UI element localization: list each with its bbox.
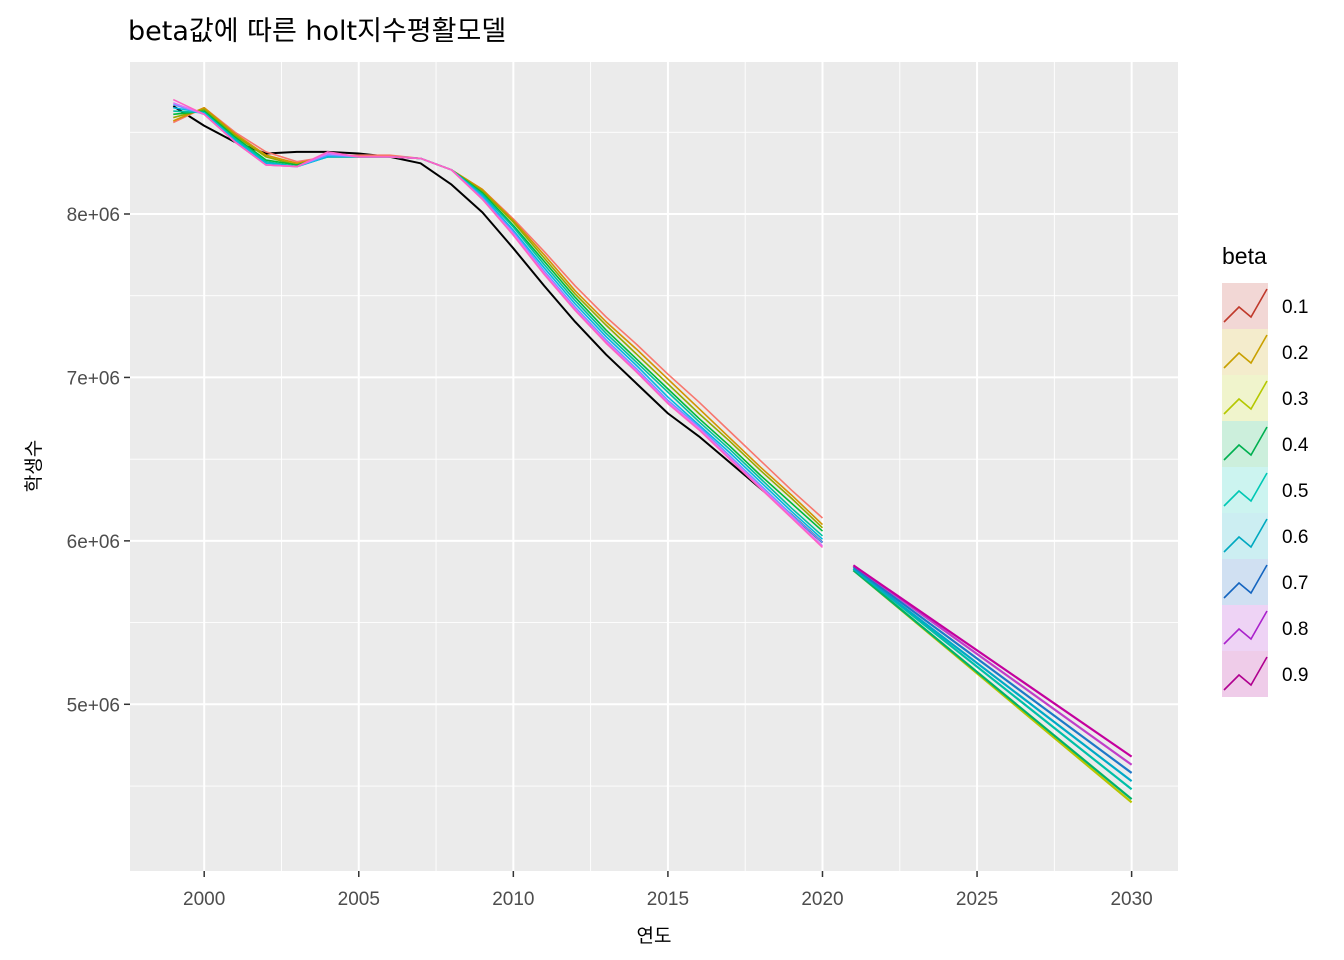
legend-label: 0.6 (1282, 527, 1308, 548)
series-line-0.5 (173, 110, 824, 537)
legend-key-background (1222, 283, 1268, 329)
series-line-0.6 (173, 106, 824, 540)
forecast-line-0.9 (852, 564, 1133, 758)
legend-key-line (1223, 426, 1268, 461)
plot-panel (130, 62, 1178, 871)
legend-item-0.1: 0.1 (1222, 283, 1308, 329)
legend-key-background (1222, 605, 1268, 651)
legend-key-line (1223, 518, 1268, 553)
series-line-0.3 (173, 108, 824, 529)
legend-key-line (1223, 288, 1268, 323)
legend-item-0.5: 0.5 (1222, 467, 1308, 513)
legend: beta 0.1 0.2 0.3 0.4 0.5 0.6 0.7 0.8 0.9 (1222, 243, 1309, 697)
legend-key-background (1222, 375, 1268, 421)
x-axis: 2000 2005 2010 2015 2020 2025 2030 (183, 871, 1153, 910)
legend-item-0.7: 0.7 (1222, 559, 1308, 605)
forecast-line-0.7 (852, 566, 1133, 774)
series-line-0.4 (173, 110, 824, 532)
legend-item-0.9: 0.9 (1222, 651, 1308, 697)
grid-minor (130, 62, 1178, 871)
legend-key-line (1223, 472, 1268, 507)
legend-key-background (1222, 513, 1268, 559)
x-tick-label: 2025 (956, 889, 998, 910)
series-line-actual (172, 105, 824, 544)
x-tick-label: 2015 (647, 889, 689, 910)
legend-item-0.2: 0.2 (1222, 329, 1308, 375)
legend-item-0.8: 0.8 (1222, 605, 1308, 651)
series-line-0.9 (172, 98, 824, 548)
forecast-line-0.6 (852, 567, 1133, 782)
legend-key-background (1222, 421, 1268, 467)
x-tick-label: 2020 (801, 889, 843, 910)
legend-key-line (1223, 380, 1268, 415)
legend-item-0.3: 0.3 (1222, 375, 1308, 421)
panel-background (130, 62, 1178, 871)
legend-item-0.4: 0.4 (1222, 421, 1309, 467)
legend-item-0.6: 0.6 (1222, 513, 1308, 559)
legend-label: 0.4 (1282, 435, 1309, 456)
x-tick-label: 2005 (338, 889, 380, 910)
legend-key-line (1223, 610, 1268, 645)
legend-key-background (1222, 467, 1268, 513)
y-axis-title: 학생수 (23, 440, 45, 492)
y-tick-label: 7e+06 (67, 368, 120, 389)
legend-label: 0.2 (1282, 343, 1308, 364)
legend-label: 0.9 (1282, 665, 1308, 686)
legend-key-background (1222, 651, 1268, 697)
forecast-line-0.4 (852, 569, 1133, 800)
legend-label: 0.7 (1282, 573, 1308, 594)
legend-label: 0.5 (1282, 481, 1308, 502)
legend-title: beta (1222, 243, 1267, 269)
series-layer (172, 98, 1133, 804)
forecast-line-0.8 (852, 564, 1133, 766)
legend-key-background (1222, 329, 1268, 375)
legend-label: 0.3 (1282, 389, 1308, 410)
y-axis: 5e+06 6e+06 7e+06 8e+06 (67, 205, 130, 716)
legend-key-background (1222, 559, 1268, 605)
x-tick-label: 2000 (183, 889, 225, 910)
x-tick-label: 2010 (492, 889, 534, 910)
legend-items: 0.1 0.2 0.3 0.4 0.5 0.6 0.7 0.8 0.9 (1222, 283, 1309, 697)
x-axis-title: 연도 (637, 925, 672, 947)
chart-title: beta값에 따른 holt지수평활모델 (128, 16, 506, 47)
legend-key-line (1223, 656, 1268, 691)
legend-key-line (1223, 564, 1268, 599)
y-tick-label: 5e+06 (67, 695, 120, 716)
legend-label: 0.1 (1282, 297, 1308, 318)
legend-key-line (1223, 334, 1268, 369)
legend-label: 0.8 (1282, 619, 1308, 640)
y-tick-label: 8e+06 (67, 205, 120, 226)
series-line-0.2 (172, 106, 824, 526)
grid-major (130, 62, 1178, 871)
x-tick-label: 2030 (1110, 889, 1152, 910)
y-tick-label: 6e+06 (67, 532, 120, 553)
